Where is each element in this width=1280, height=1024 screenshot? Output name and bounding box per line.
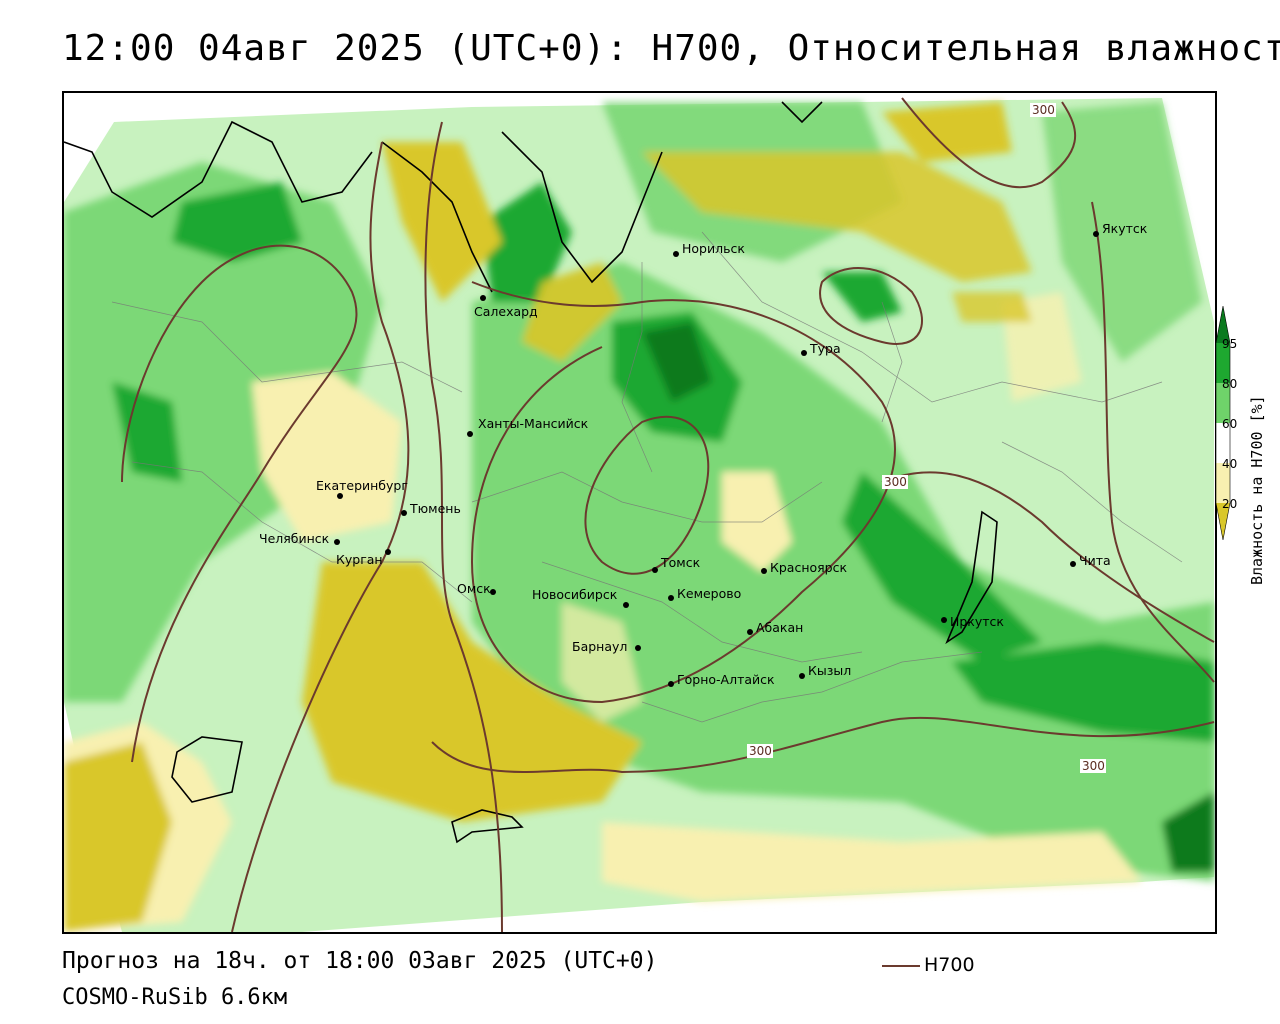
forecast-info: Прогноз на 18ч. от 18:00 03авг 2025 (UTC… bbox=[62, 948, 658, 974]
city-omsk: Омск bbox=[457, 581, 496, 596]
city-kemerovo: Кемерово bbox=[668, 586, 741, 601]
colorbar-band-20-40 bbox=[1216, 463, 1230, 503]
humidity-map: 300 300 300 300 Якутск Норильск Салехард… bbox=[64, 93, 1215, 932]
colorbar-cap-bottom bbox=[1216, 503, 1230, 540]
colorbar-tick: 40 bbox=[1222, 457, 1238, 471]
colorbar-tick: 20 bbox=[1222, 497, 1238, 511]
city-tomsk: Томск bbox=[652, 555, 701, 573]
city-kyzyl: Кызыл bbox=[799, 663, 851, 679]
contour-legend-label: H700 bbox=[924, 954, 975, 976]
city-label: Абакан bbox=[756, 620, 803, 635]
city-label: Норильск bbox=[682, 241, 745, 256]
model-name: COSMO-RuSib 6.6км bbox=[62, 985, 288, 1010]
city-novosibirsk: Новосибирск bbox=[532, 587, 629, 608]
colorbar-tick: 80 bbox=[1222, 377, 1238, 391]
city-label: Тура bbox=[809, 341, 841, 356]
city-khanty-mansiysk: Ханты-Мансийск bbox=[467, 416, 589, 437]
humidity-field bbox=[64, 98, 1214, 932]
city-label: Чита bbox=[1079, 553, 1111, 568]
city-barnaul: Барнаул bbox=[572, 639, 641, 654]
colorbar-cap-top bbox=[1216, 306, 1230, 343]
city-label: Томск bbox=[660, 555, 701, 570]
city-label: Ханты-Мансийск bbox=[478, 416, 589, 431]
colorbar-tick: 95 bbox=[1222, 337, 1238, 351]
contour-label: 300 bbox=[749, 744, 772, 758]
city-markers: Якутск Норильск Салехард Тура Ханты-Манс… bbox=[259, 221, 1148, 687]
city-tura: Тура bbox=[801, 341, 841, 356]
city-krasnoyarsk: Красноярск bbox=[761, 560, 847, 575]
city-label: Горно-Алтайск bbox=[677, 672, 775, 687]
colorbar-band-60-80 bbox=[1216, 383, 1230, 423]
city-label: Курган bbox=[336, 552, 383, 567]
colorbar-tick: 60 bbox=[1222, 417, 1238, 431]
city-label: Челябинск bbox=[259, 531, 330, 546]
city-label: Екатеринбург bbox=[316, 478, 408, 493]
colorbar-title: Влажность на H700 [%] bbox=[1248, 395, 1266, 585]
contour-legend: H700 bbox=[882, 954, 975, 976]
city-label: Кызыл bbox=[808, 663, 851, 678]
city-label: Омск bbox=[457, 581, 491, 596]
city-gorno-altaysk: Горно-Алтайск bbox=[668, 672, 775, 687]
colorbar bbox=[1215, 305, 1231, 541]
map-title: 12:00 04авг 2025 (UTC+0): H700, Относите… bbox=[62, 28, 1280, 69]
contour-label: 300 bbox=[1032, 103, 1055, 117]
contour-label: 300 bbox=[1082, 759, 1105, 773]
city-label: Салехард bbox=[474, 304, 538, 319]
map-panel: 300 300 300 300 Якутск Норильск Салехард… bbox=[62, 91, 1217, 934]
city-irkutsk: Иркутск bbox=[941, 614, 1004, 629]
city-salekhard: Салехард bbox=[474, 295, 538, 319]
city-label: Новосибирск bbox=[532, 587, 618, 602]
city-label: Барнаул bbox=[572, 639, 627, 654]
city-label: Тюмень bbox=[409, 501, 461, 516]
contour-labels: 300 300 300 300 bbox=[747, 103, 1106, 773]
city-label: Красноярск bbox=[770, 560, 847, 575]
city-abakan: Абакан bbox=[747, 620, 803, 635]
city-label: Кемерово bbox=[677, 586, 741, 601]
admin-borders bbox=[111, 231, 1183, 723]
city-ekaterinburg: Екатеринбург bbox=[316, 478, 408, 499]
h700-contours bbox=[121, 97, 1215, 932]
city-chita: Чита bbox=[1070, 553, 1111, 568]
city-label: Якутск bbox=[1102, 221, 1148, 236]
city-chelyabinsk: Челябинск bbox=[259, 531, 340, 546]
city-norilsk: Норильск bbox=[673, 241, 745, 257]
coastlines bbox=[64, 101, 998, 844]
city-label: Иркутск bbox=[950, 614, 1004, 629]
city-tyumen: Тюмень bbox=[401, 501, 461, 516]
contour-label: 300 bbox=[884, 475, 907, 489]
city-kurgan: Курган bbox=[336, 549, 391, 567]
colorbar-band-40-60 bbox=[1216, 423, 1230, 463]
contour-legend-line bbox=[882, 964, 920, 967]
colorbar-band-80-95 bbox=[1216, 343, 1230, 383]
city-yakutsk: Якутск bbox=[1093, 221, 1148, 237]
